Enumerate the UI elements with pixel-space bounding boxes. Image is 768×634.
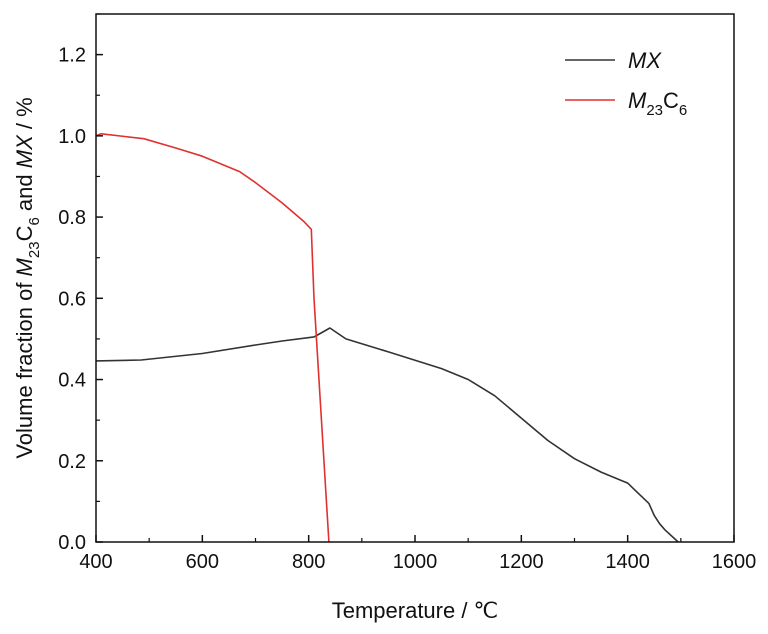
x-tick-label: 1200	[499, 551, 544, 573]
x-tick-label: 600	[186, 551, 219, 573]
y-tick-label: 0.8	[58, 207, 86, 229]
x-axis-title: Temperature / ℃	[332, 598, 499, 623]
x-tick-label: 800	[292, 551, 325, 573]
x-tick-label: 1400	[605, 551, 650, 573]
y-axis-title: Volume fraction of M23C6 and MX / %	[12, 97, 43, 458]
y-tick-label: 0.4	[58, 370, 86, 392]
y-tick-label: 0.2	[58, 451, 86, 473]
legend: MX M23C6	[565, 48, 687, 119]
y-tick-label: 0.0	[58, 532, 86, 554]
legend-label-m23c6: M23C6	[628, 88, 687, 119]
series-line-mx	[95, 327, 679, 543]
y-tick-label: 1.0	[58, 126, 86, 148]
legend-label-mx: MX	[628, 48, 662, 73]
axis-ticks: 400 600 800 1000 1200 1400 1600 0.0 0.2 0.4 0.6 0.8…	[58, 13, 757, 573]
y-tick-label: 1.2	[58, 45, 86, 67]
y-tick-label: 0.6	[58, 288, 86, 310]
series-line-m23c6	[95, 133, 330, 543]
x-tick-label: 1600	[712, 551, 757, 573]
plot-lines	[95, 133, 679, 543]
x-tick-label: 1000	[393, 551, 438, 573]
x-tick-label: 400	[79, 551, 112, 573]
